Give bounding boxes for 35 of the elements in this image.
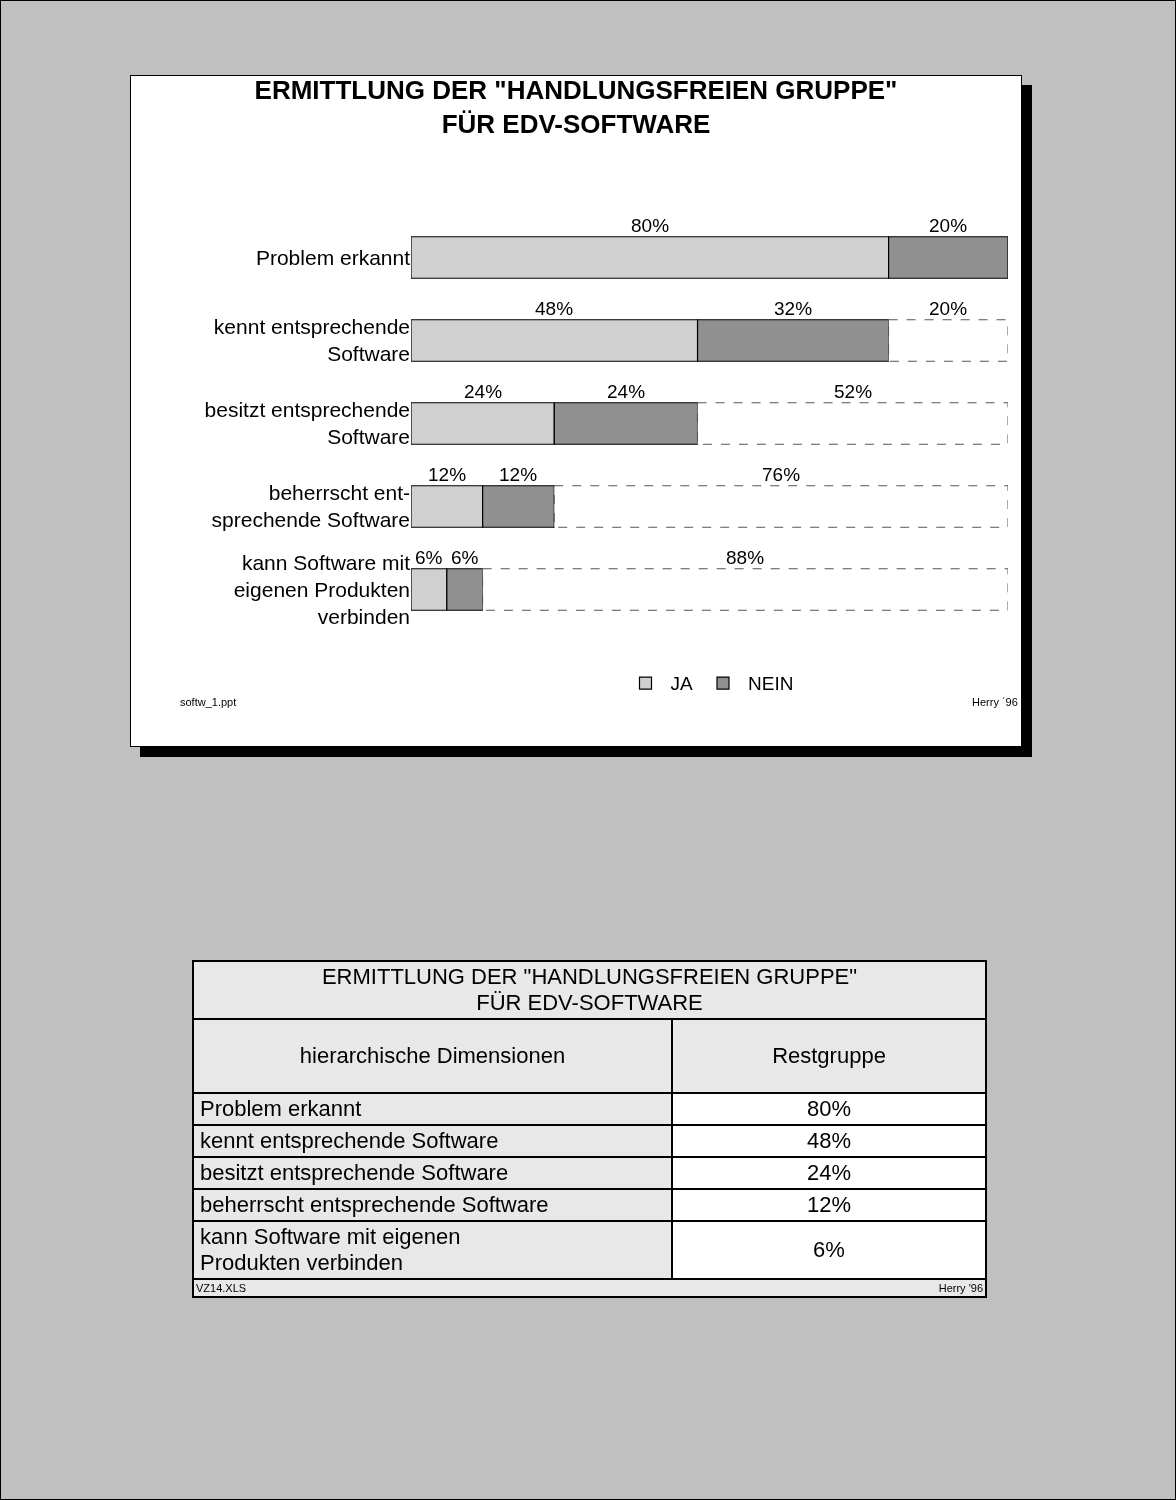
data-label: 20% [929,215,968,236]
y-tick-label: Problem erkannt [255,245,411,269]
text: ERMITTLUNG DER "HANDLUNGSFREIEN GRUPPE" FÜR EDV-SOFTWARE [193,961,986,1019]
text: 6% [813,1237,845,1262]
text: 12% [806,1192,852,1217]
legend-label: JA [670,673,693,695]
text: Herry '96 [938,1282,983,1294]
text: 80% [806,1096,852,1121]
data-label: 24% [464,381,503,402]
y-tick-label: besitzt entsprechende Software [204,398,410,449]
text: Herry ´96 [972,696,1018,708]
text: VZ14.XLS [196,1282,247,1294]
chart-title: ERMITTLUNG DER "HANDLUNGSFREIEN GRUPPE" FÜR EDV-SOFTWARE [254,75,898,140]
text: hierarchische Dimensionen [193,1019,672,1093]
data-label: 76% [762,464,801,485]
data-label: 88% [726,547,765,568]
y-tick-label: beherrscht ent- sprechende Software [211,481,410,532]
y-tick-label: kann Software mit eigenen Produkten verbinden [233,550,411,629]
data-label: 20% [929,298,968,319]
data-label: 80% [631,215,670,236]
data-label: 24% [607,381,646,402]
data-label: 32% [774,298,813,319]
text: 48% [806,1128,852,1153]
category-label: beherrscht entsprechende Software [193,1189,672,1221]
legend-label: NEIN [748,673,794,695]
data-label: 12% [428,464,467,485]
text: Restgruppe [672,1019,986,1093]
data-label: 6% [415,547,443,568]
data-label: 48% [535,298,574,319]
data-label: 52% [834,381,873,402]
text: 24% [806,1160,852,1185]
data-label: 12% [499,464,538,485]
y-tick-label: kennt entsprechende Software [213,315,410,366]
data-label: 6% [451,547,479,568]
text: softw_1.ppt [180,696,237,708]
